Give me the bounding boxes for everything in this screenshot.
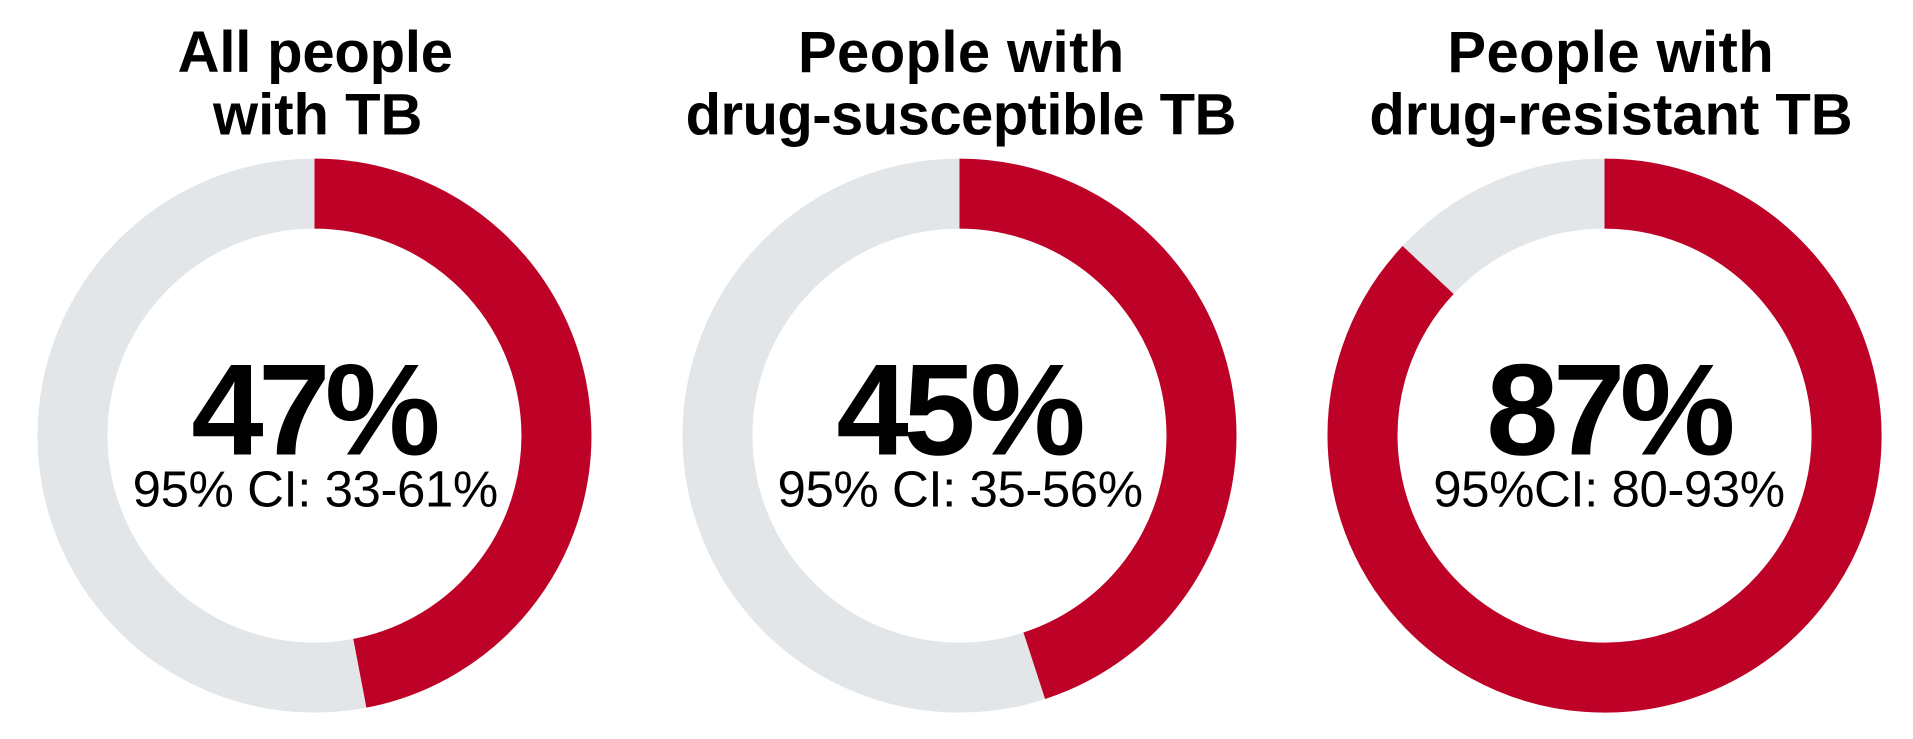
svg-text:with TB: with TB: [212, 82, 422, 147]
svg-text:45%: 45%: [836, 337, 1083, 483]
svg-text:People with: People with: [1447, 20, 1774, 85]
svg-text:drug-susceptible TB: drug-susceptible TB: [686, 82, 1236, 147]
svg-text:drug-resistant TB: drug-resistant TB: [1369, 82, 1852, 147]
svg-text:47%: 47%: [191, 337, 438, 483]
svg-text:95%CI: 80-93%: 95%CI: 80-93%: [1433, 461, 1784, 518]
svg-text:95% CI: 35-56%: 95% CI: 35-56%: [778, 461, 1143, 518]
svg-text:87%: 87%: [1486, 337, 1733, 483]
svg-text:All people: All people: [178, 20, 453, 85]
svg-text:People with: People with: [798, 20, 1125, 85]
svg-text:95% CI: 33-61%: 95% CI: 33-61%: [133, 461, 498, 518]
